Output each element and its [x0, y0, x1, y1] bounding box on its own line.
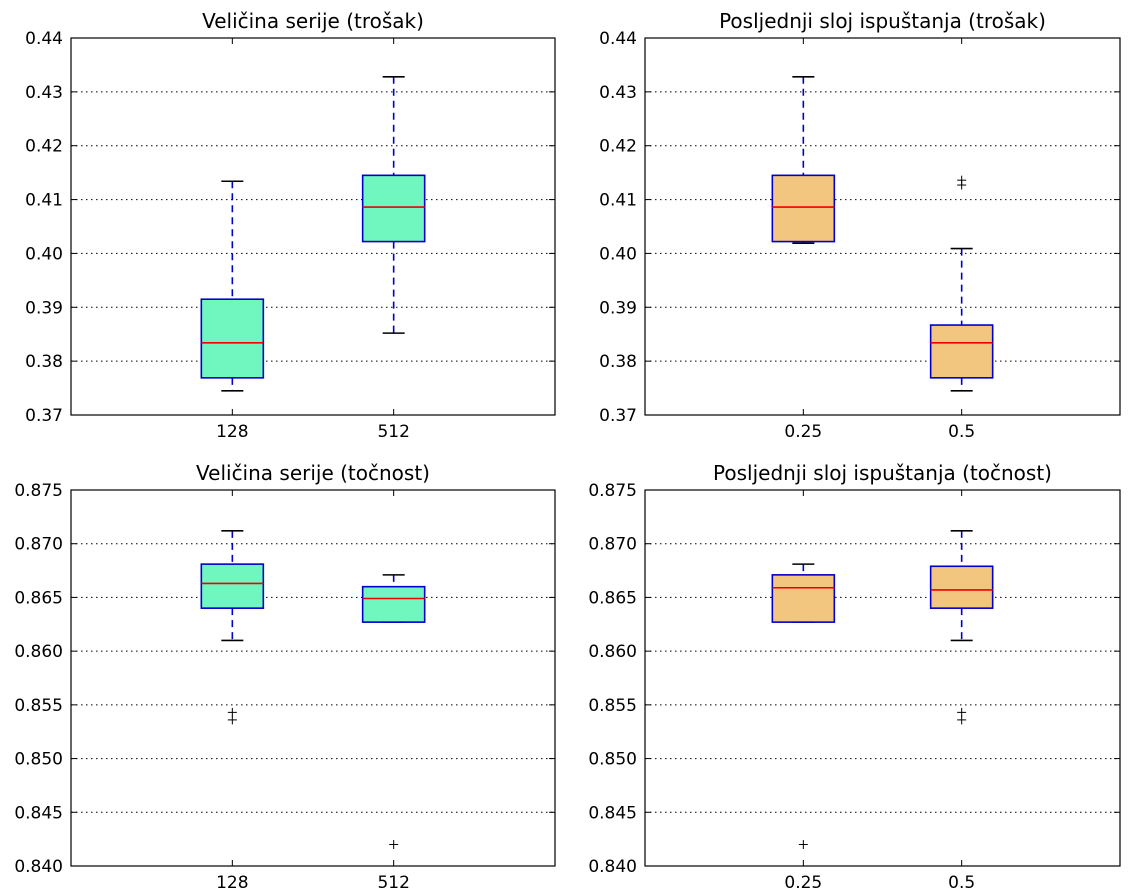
y-tick-label: 0.845 — [14, 803, 63, 823]
box-iqr — [929, 565, 994, 609]
chart-panel-2: 0.37 0.38 0.39 0.40 0.41 0.42 0.43 0.44 0.25 0.5 P… — [599, 9, 1121, 442]
flier-point — [798, 840, 808, 850]
y-tick-label: 0.855 — [14, 696, 63, 716]
axes-frame — [70, 489, 556, 867]
flier-point — [957, 175, 967, 185]
box-iqr — [200, 298, 265, 379]
y-tick-label: 0.44 — [25, 29, 63, 49]
axes-frame — [644, 37, 1121, 416]
y-tick-label: 0.37 — [25, 406, 63, 426]
box-0.5 — [929, 175, 994, 392]
axes-frame — [70, 37, 556, 416]
box-iqr — [361, 585, 426, 623]
y-tick-label: 0.865 — [588, 588, 637, 608]
x-tick-label: 512 — [377, 422, 409, 442]
y-tick-label: 0.39 — [599, 298, 637, 318]
y-tick-label: 0.44 — [599, 29, 637, 49]
x-tick-label: 0.5 — [948, 873, 975, 888]
x-tick-label: 0.5 — [948, 422, 975, 442]
y-tick-label: 0.840 — [14, 857, 63, 877]
y-tick-label: 0.41 — [25, 191, 63, 211]
box-512 — [361, 75, 426, 334]
y-tick-label: 0.43 — [25, 83, 63, 103]
y-tick-label: 0.840 — [588, 857, 637, 877]
y-tick-label: 0.875 — [14, 481, 63, 501]
x-tick-label: 512 — [377, 873, 409, 888]
box-iqr — [929, 324, 994, 379]
y-tick-label: 0.870 — [14, 535, 63, 555]
y-tick-label: 0.41 — [599, 191, 637, 211]
box-iqr — [361, 174, 426, 243]
y-tick-label: 0.865 — [14, 588, 63, 608]
y-tick-label: 0.845 — [588, 803, 637, 823]
y-tick-label: 0.850 — [14, 750, 63, 770]
flier-point — [957, 707, 967, 717]
y-tick-label: 0.37 — [599, 406, 637, 426]
box-iqr — [771, 174, 836, 243]
box-iqr — [200, 563, 265, 609]
box-0.25 — [771, 75, 836, 244]
chart-title: Veličina serije (točnost) — [196, 461, 430, 485]
y-tick-label: 0.875 — [588, 481, 637, 501]
x-tick-label: 128 — [216, 873, 248, 888]
box-iqr — [771, 574, 836, 623]
box-128 — [200, 180, 265, 392]
y-tick-label: 0.870 — [588, 535, 637, 555]
y-tick-label: 0.43 — [599, 83, 637, 103]
y-tick-label: 0.855 — [588, 696, 637, 716]
axes-frame — [644, 489, 1121, 867]
box-0.5 — [929, 530, 994, 725]
y-tick-label: 0.860 — [588, 642, 637, 662]
chart-title: Posljednji sloj ispuštanja (trošak) — [719, 9, 1046, 33]
x-tick-label: 0.25 — [784, 873, 822, 888]
flier-point — [389, 840, 399, 850]
chart-panel-4: 0.840 0.845 0.850 0.855 0.860 0.865 0.870 0.875… — [588, 461, 1121, 888]
y-tick-label: 0.40 — [599, 244, 637, 264]
y-tick-label: 0.42 — [599, 137, 637, 157]
flier-point — [227, 707, 237, 717]
y-tick-label: 0.850 — [588, 750, 637, 770]
chart-title: Veličina serije (trošak) — [202, 9, 424, 33]
chart-title: Posljednji sloj ispuštanja (točnost) — [713, 461, 1052, 485]
y-tick-label: 0.39 — [25, 298, 63, 318]
y-tick-label: 0.40 — [25, 244, 63, 264]
y-tick-label: 0.38 — [25, 352, 63, 372]
x-tick-label: 128 — [216, 422, 248, 442]
x-tick-label: 0.25 — [784, 422, 822, 442]
box-0.25 — [771, 563, 836, 850]
y-tick-label: 0.38 — [599, 352, 637, 372]
flier-point — [227, 715, 237, 725]
flier-point — [957, 715, 967, 725]
chart-panel-3: 0.840 0.845 0.850 0.855 0.860 0.865 0.870 0.875… — [14, 461, 556, 888]
chart-panel-1: 0.37 0.38 0.39 0.40 0.41 0.42 0.43 0.44 128 512 Ve… — [25, 9, 556, 442]
box-512 — [361, 574, 426, 850]
box-128 — [200, 530, 265, 725]
y-tick-label: 0.42 — [25, 137, 63, 157]
y-tick-label: 0.860 — [14, 642, 63, 662]
